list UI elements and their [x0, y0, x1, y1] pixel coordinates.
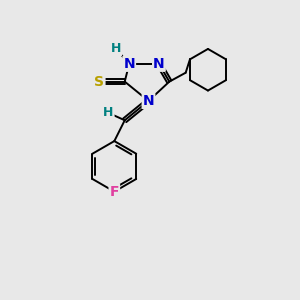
- Text: N: N: [123, 57, 135, 71]
- Text: S: S: [94, 75, 104, 88]
- Text: H: H: [111, 42, 121, 56]
- Text: N: N: [153, 57, 165, 71]
- Text: N: N: [143, 94, 154, 108]
- Text: F: F: [110, 184, 119, 199]
- Text: H: H: [103, 106, 114, 119]
